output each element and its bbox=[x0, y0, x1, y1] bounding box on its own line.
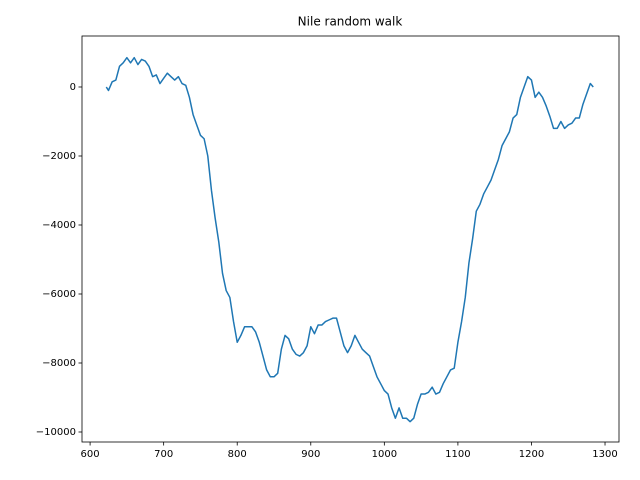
y-tick-label: −2000 bbox=[42, 151, 76, 162]
x-tick-label: 700 bbox=[154, 449, 173, 460]
x-tick-label: 800 bbox=[228, 449, 247, 460]
y-tick-label: 0 bbox=[70, 82, 76, 93]
line bbox=[105, 56, 594, 423]
y-tick-label: −10000 bbox=[36, 427, 76, 438]
y-tick-label: −6000 bbox=[42, 289, 76, 300]
x-tick-label: 1100 bbox=[445, 449, 470, 460]
x-tick-label: 1200 bbox=[519, 449, 544, 460]
y-tick-label: −8000 bbox=[42, 358, 76, 369]
x-tick-label: 1000 bbox=[372, 449, 397, 460]
x-tick-label: 600 bbox=[81, 449, 100, 460]
chart-title: Nile random walk bbox=[298, 15, 403, 29]
x-tick-label: 1300 bbox=[592, 449, 617, 460]
x-tick-label: 900 bbox=[301, 449, 320, 460]
plot-frame bbox=[81, 35, 620, 443]
y-tick-label: −4000 bbox=[42, 220, 76, 231]
